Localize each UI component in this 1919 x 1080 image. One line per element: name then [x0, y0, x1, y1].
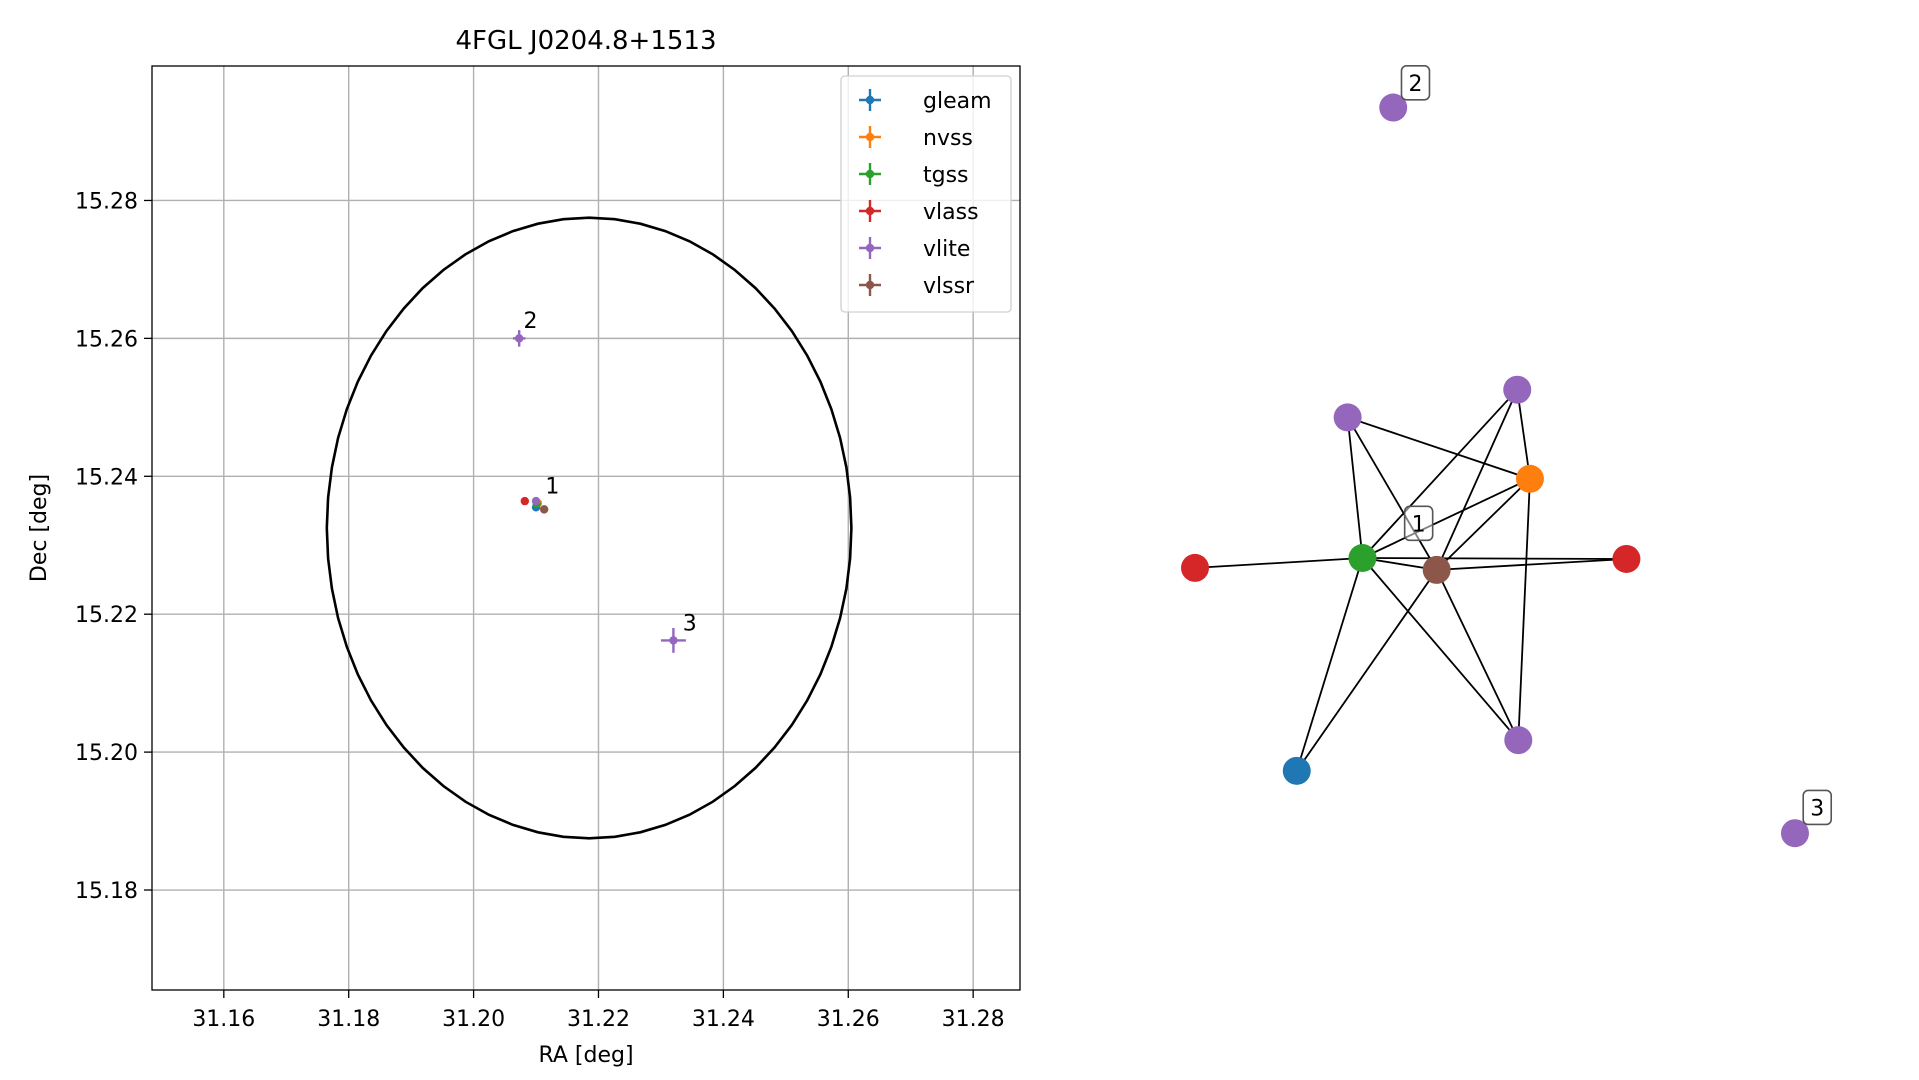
network-edge [1296, 569, 1438, 772]
network-node [1504, 726, 1533, 755]
network-edge [1346, 417, 1364, 559]
network-node [1515, 464, 1544, 493]
legend-label: nvss [923, 126, 973, 151]
network-node [1282, 756, 1311, 785]
x-tick-label: 31.20 [442, 1007, 505, 1032]
x-ticks: 31.16 31.18 31.20 31.22 31.24 31.26 31.28 [192, 990, 1005, 1032]
legend-entry-tgss: tgss [859, 163, 969, 188]
x-tick-label: 31.16 [192, 1007, 255, 1032]
x-tick-label: 31.28 [942, 1007, 1005, 1032]
scatter-panel: 123 31.16 31.18 31.20 31.22 31.24 31.26 31.28 … [27, 26, 1021, 1068]
network-node [1503, 375, 1532, 404]
marker [514, 334, 524, 343]
legend-label: vlass [923, 200, 979, 225]
network-label: 2 [1400, 65, 1431, 101]
network-panel: 1 2 3 [1181, 65, 1833, 848]
x-tick-label: 31.24 [692, 1007, 755, 1032]
y-tick-label: 15.26 [75, 327, 138, 352]
legend-entry-gleam: gleam [859, 89, 992, 114]
legend-entry-vlssr: vlssr [859, 274, 975, 299]
network-node [1422, 555, 1451, 584]
network-node [1348, 544, 1377, 572]
y-ticks: 15.18 15.20 15.22 15.24 15.26 15.28 [75, 189, 152, 904]
legend-marker [865, 95, 875, 105]
data-point-vlite [512, 330, 526, 347]
y-tick-label: 15.22 [75, 603, 138, 628]
network-edge [1194, 557, 1363, 569]
y-tick-label: 15.18 [75, 879, 138, 904]
legend-marker [865, 169, 875, 179]
y-tick-label: 15.28 [75, 189, 138, 214]
y-tick-label: 15.24 [75, 465, 138, 490]
network-node [1612, 544, 1641, 573]
chart-title: 4FGL J0204.8+1513 [456, 26, 717, 56]
network-edges [1194, 389, 1627, 772]
marker [539, 505, 549, 514]
network-edge [1347, 416, 1531, 480]
network-edge [1435, 389, 1519, 571]
data-point-vlite [531, 496, 541, 506]
data-point-vlite [660, 627, 686, 653]
network-nodes [1181, 93, 1809, 848]
network-edge [1436, 478, 1531, 571]
network-node [1181, 553, 1209, 582]
axes-frame [151, 65, 1021, 991]
network-edge [1362, 557, 1627, 560]
network-label-box [1802, 789, 1833, 826]
network-edge [1361, 389, 1518, 559]
network-edge [1295, 557, 1364, 772]
network-labels: 1 2 3 [1400, 65, 1833, 826]
legend-marker [865, 206, 875, 216]
legend-entry-vlite: vlite [859, 237, 970, 262]
network-edge [1361, 557, 1519, 741]
data-points [512, 330, 686, 653]
data-point-vlass [520, 496, 530, 506]
x-tick-label: 31.26 [817, 1007, 880, 1032]
legend-marker [865, 243, 875, 253]
network-label-box [1400, 65, 1431, 101]
marker [669, 636, 678, 645]
y-grid-lines [152, 199, 1020, 891]
y-axis-label: Dec [deg] [27, 474, 52, 582]
legend-frame [840, 75, 1012, 313]
x-tick-label: 31.22 [567, 1007, 630, 1032]
uncertainty-ellipse [325, 216, 853, 840]
legend-marker [865, 280, 875, 290]
network-label: 3 [1802, 789, 1833, 826]
x-tick-label: 31.18 [317, 1007, 380, 1032]
legend-entry-nvss: nvss [859, 126, 973, 151]
network-edge [1436, 558, 1627, 571]
legend-label: vlssr [923, 274, 975, 299]
network-edge [1346, 416, 1438, 571]
legend-label: tgss [923, 163, 969, 188]
network-node [1333, 403, 1362, 432]
network-edge [1516, 389, 1531, 479]
legend: gleam nvss tgss vlass vlite vlssr [840, 75, 1012, 313]
legend-entry-vlass: vlass [859, 200, 979, 225]
network-node [1780, 819, 1809, 848]
network-edge [1435, 569, 1520, 741]
point-annotation: 3 [683, 612, 697, 637]
network-label-text: 3 [1810, 796, 1824, 821]
marker [520, 496, 530, 506]
network-label: 1 [1403, 505, 1434, 542]
network-edge [1517, 478, 1531, 741]
legend-label: gleam [923, 89, 992, 114]
marker [531, 496, 541, 506]
x-axis-label: RA [deg] [538, 1043, 633, 1068]
network-label-box [1403, 505, 1434, 542]
network-label-text: 2 [1408, 72, 1422, 97]
x-grid-lines [223, 66, 974, 990]
network-label-text: 1 [1412, 512, 1426, 537]
network-node [1379, 93, 1408, 122]
legend-label: vlite [923, 237, 970, 262]
legend-marker [865, 132, 875, 142]
network-edge [1362, 477, 1531, 559]
y-tick-label: 15.20 [75, 741, 138, 766]
source-annotations: 1 2 3 [524, 309, 697, 637]
point-annotation: 1 [545, 475, 559, 500]
data-point-vlssr [539, 505, 549, 514]
point-annotation: 2 [524, 309, 538, 334]
